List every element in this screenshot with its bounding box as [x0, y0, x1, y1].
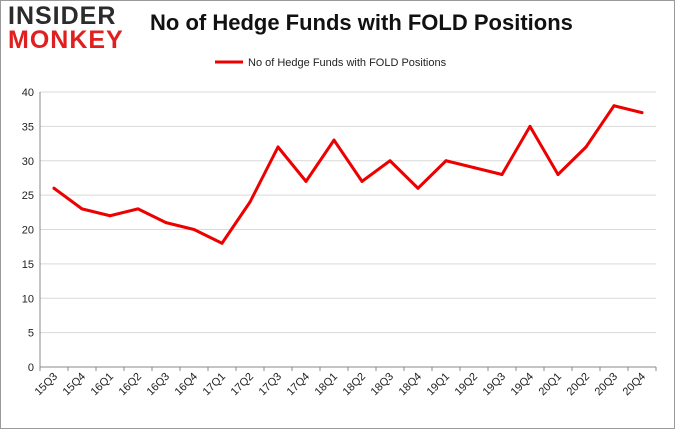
- insider-monkey-logo: INSIDER MONKEY: [8, 2, 124, 54]
- y-tick-label: 30: [22, 156, 34, 168]
- y-tick-label: 5: [28, 328, 34, 340]
- y-tick-label: 20: [22, 225, 34, 237]
- legend-label: No of Hedge Funds with FOLD Positions: [248, 57, 447, 69]
- x-tick-label: 16Q1: [89, 371, 117, 399]
- x-tick-label: 18Q3: [369, 371, 397, 399]
- data-point: [276, 145, 280, 149]
- x-tick-label: 18Q4: [397, 371, 425, 399]
- data-point: [136, 207, 140, 211]
- series-line-0: [52, 104, 644, 245]
- y-tick-label: 15: [22, 259, 34, 271]
- data-point: [80, 207, 84, 211]
- data-point: [612, 104, 616, 108]
- data-point: [472, 166, 476, 170]
- data-point: [220, 241, 224, 245]
- y-tick-label: 40: [22, 87, 34, 99]
- y-tick-label: 0: [28, 362, 34, 374]
- data-point: [556, 173, 560, 176]
- x-tick-label: 16Q2: [117, 371, 145, 399]
- data-point: [192, 228, 196, 231]
- data-point: [444, 159, 448, 163]
- data-point: [416, 186, 420, 190]
- x-tick-label: 19Q4: [509, 371, 537, 399]
- x-tick-label: 17Q4: [285, 371, 313, 399]
- x-tick-label: 19Q1: [425, 371, 453, 399]
- x-tick-label: 17Q3: [257, 371, 285, 399]
- y-tick-label: 25: [22, 190, 34, 202]
- x-tick-label: 16Q4: [173, 371, 201, 399]
- y-tick-label: 35: [22, 121, 34, 133]
- x-tick-label: 16Q3: [145, 371, 173, 399]
- data-point: [640, 111, 644, 115]
- x-tick-label: 15Q4: [61, 371, 89, 399]
- data-point: [332, 138, 336, 142]
- y-tick-label: 10: [22, 293, 34, 305]
- x-tick-label: 17Q1: [201, 371, 229, 399]
- x-tick-label: 18Q2: [341, 371, 369, 399]
- data-point: [388, 159, 392, 163]
- x-tick-label: 19Q2: [453, 371, 481, 399]
- data-point: [528, 124, 532, 128]
- data-point: [500, 173, 504, 176]
- data-point: [52, 186, 56, 190]
- x-tick-label: 20Q2: [565, 371, 593, 399]
- x-tick-label: 20Q3: [593, 371, 621, 399]
- logo-line-2: MONKEY: [8, 26, 124, 54]
- x-tick-label: 20Q4: [621, 371, 649, 399]
- data-point: [584, 145, 588, 149]
- x-tick-label: 18Q1: [313, 371, 341, 399]
- data-point: [164, 221, 168, 225]
- x-tick-label: 19Q3: [481, 371, 509, 399]
- data-point: [248, 200, 252, 204]
- x-tick-label: 17Q2: [229, 371, 257, 399]
- x-tick-label: 15Q3: [33, 371, 61, 399]
- data-point: [304, 179, 308, 183]
- logo-line-1: INSIDER: [8, 2, 117, 30]
- x-tick-label: 20Q1: [537, 371, 565, 399]
- data-point: [108, 214, 112, 218]
- data-point: [360, 179, 364, 183]
- chart-title: No of Hedge Funds with FOLD Positions: [150, 10, 573, 35]
